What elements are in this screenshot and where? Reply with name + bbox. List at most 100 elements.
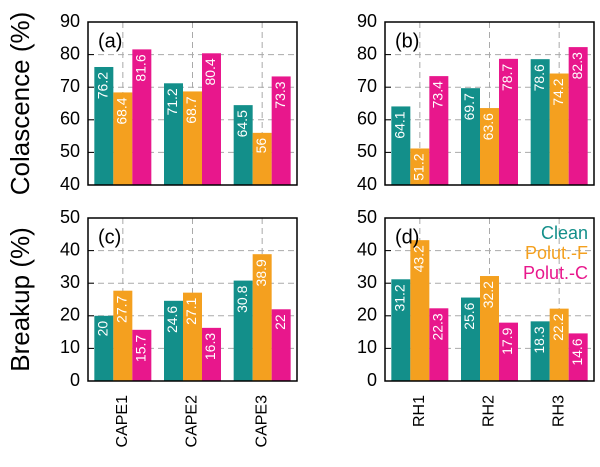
data-label: 16.3: [202, 333, 218, 360]
plot-frame: [87, 21, 298, 186]
panel-label: (d): [395, 226, 419, 248]
bar: [549, 308, 569, 381]
y-tick-label: 40: [60, 239, 80, 259]
data-label: 63.6: [480, 113, 496, 140]
bar: [183, 91, 202, 185]
y-tick-label: 50: [357, 207, 377, 227]
plot-frame: [384, 21, 595, 186]
y-tick-label: 80: [60, 43, 80, 63]
data-label: 73.4: [430, 81, 446, 108]
data-label: 27.1: [183, 297, 199, 324]
data-label: 20: [95, 321, 111, 337]
bar: [499, 322, 518, 381]
legend-entry: Polut.-C: [523, 263, 588, 283]
y-tick-label: 50: [60, 141, 80, 161]
y-tick-label: 10: [60, 337, 80, 357]
data-label: 73.3: [272, 81, 288, 108]
data-label: 38.9: [253, 259, 269, 286]
panel-label: (a): [98, 30, 122, 52]
x-tick-label: CAPE1: [114, 395, 131, 448]
bar: [252, 254, 272, 381]
y-tick-label: 10: [357, 337, 377, 357]
data-label: 80.4: [202, 58, 218, 85]
bar: [410, 240, 430, 381]
data-label: 14.6: [569, 338, 585, 365]
x-tick-label: CAPE2: [184, 395, 201, 448]
data-label: 69.7: [461, 93, 477, 120]
data-label: 78.6: [531, 64, 547, 91]
y-tick-label: 80: [357, 43, 377, 63]
legend-entry: Clean: [541, 223, 588, 243]
data-label: 51.2: [411, 153, 427, 180]
bar: [530, 321, 550, 381]
bar: [391, 106, 411, 185]
bar: [549, 73, 569, 185]
y-tick-label: 0: [70, 370, 80, 390]
data-label: 27.7: [114, 295, 130, 322]
data-label: 24.6: [164, 306, 180, 333]
data-label: 64.1: [392, 111, 408, 138]
y-tick-label: 90: [60, 11, 80, 31]
bar: [183, 292, 202, 381]
data-label: 22.2: [550, 313, 566, 340]
data-label: 68.4: [114, 97, 130, 124]
bar: [271, 76, 291, 185]
data-label: 56: [253, 138, 269, 154]
bar: [94, 315, 114, 381]
y-tick-label: 20: [60, 305, 80, 325]
bar: [480, 108, 499, 185]
data-label: 30.8: [234, 285, 250, 312]
bar: [271, 309, 291, 381]
y-tick-label: 30: [357, 272, 377, 292]
bar: [461, 88, 480, 185]
y-tick-label: 70: [60, 76, 80, 96]
bar: [429, 76, 449, 185]
data-label: 25.6: [461, 302, 477, 329]
x-tick-label: CAPE3: [253, 395, 270, 448]
data-label: 22: [272, 314, 288, 330]
panel-label: (b): [395, 30, 419, 52]
y-tick-label: 40: [357, 239, 377, 259]
y-tick-label: 30: [60, 272, 80, 292]
bar: [113, 92, 133, 185]
bar: [391, 279, 411, 381]
data-label: 64.5: [234, 110, 250, 137]
bar: [164, 300, 183, 381]
bar: [202, 327, 221, 381]
data-label: 22.3: [430, 313, 446, 340]
bar: [568, 333, 588, 381]
y-axis-label: Colascence (%): [5, 12, 35, 196]
data-label: 32.2: [480, 281, 496, 308]
bar: [530, 59, 550, 185]
data-label: 71.2: [164, 88, 180, 115]
data-label: 18.3: [531, 326, 547, 353]
bar: [429, 308, 449, 381]
data-label: 15.7: [133, 335, 149, 362]
data-label: 17.9: [499, 327, 515, 354]
y-tick-label: 60: [60, 109, 80, 129]
x-tick-label: RH2: [481, 395, 498, 427]
y-tick-label: 90: [357, 11, 377, 31]
bar: [94, 66, 114, 185]
bar: [568, 47, 588, 185]
y-tick-label: 70: [357, 76, 377, 96]
plot-frame: [87, 217, 298, 382]
bar: [461, 297, 480, 381]
bar: [202, 53, 221, 185]
y-tick-label: 50: [357, 141, 377, 161]
panel-label: (c): [98, 226, 121, 248]
bar: [233, 280, 253, 381]
y-tick-label: 40: [60, 174, 80, 194]
data-label: 82.3: [569, 52, 585, 79]
bar: [252, 132, 272, 185]
bar: [480, 276, 499, 381]
data-label: 78.7: [499, 64, 515, 91]
y-tick-label: 60: [357, 109, 377, 129]
y-tick-label: 20: [357, 305, 377, 325]
data-label: 81.6: [133, 54, 149, 81]
x-tick-label: RH3: [550, 395, 567, 427]
x-tick-label: RH1: [411, 395, 428, 427]
bar: [113, 290, 133, 381]
